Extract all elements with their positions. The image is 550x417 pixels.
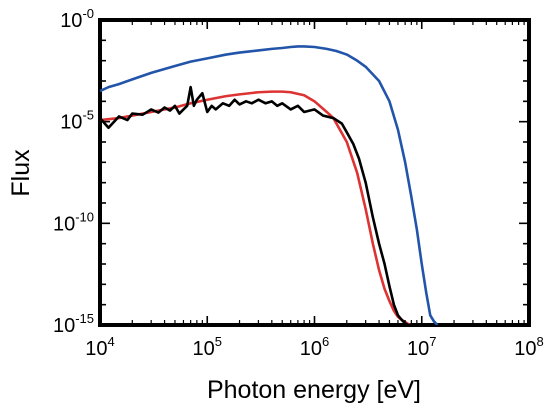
y-axis-label: Flux xyxy=(7,149,35,197)
y-tick-exp: -10 xyxy=(75,209,94,224)
x-tick-label: 104 xyxy=(85,334,114,360)
y-tick-label: 10-10 xyxy=(53,209,94,235)
y-tick-label: 10-15 xyxy=(53,311,94,337)
x-tick-exp: 8 xyxy=(537,334,544,349)
y-tick-exp: -0 xyxy=(82,6,94,21)
x-tick-base: 10 xyxy=(85,338,107,360)
plot-frame xyxy=(98,18,531,327)
x-tick-exp: 7 xyxy=(429,334,436,349)
series-line-0 xyxy=(100,45,439,325)
x-tick-exp: 4 xyxy=(108,334,115,349)
series-line-2 xyxy=(100,85,412,325)
x-axis-label: Photon energy [eV] xyxy=(207,376,421,404)
y-tick-base: 10 xyxy=(60,112,82,134)
x-tick-exp: 5 xyxy=(215,334,222,349)
x-tick-label: 107 xyxy=(407,334,436,360)
y-tick-exp: -5 xyxy=(82,108,94,123)
y-tick-base: 10 xyxy=(53,213,75,235)
x-tick-label: 105 xyxy=(193,334,222,360)
x-tick-exp: 6 xyxy=(322,334,329,349)
y-tick-label: 10-0 xyxy=(60,6,94,32)
y-tick-exp: -15 xyxy=(75,311,94,326)
x-tick-base: 10 xyxy=(300,338,322,360)
y-tick-base: 10 xyxy=(53,315,75,337)
y-tick-base: 10 xyxy=(60,10,82,32)
x-tick-base: 10 xyxy=(407,338,429,360)
x-tick-base: 10 xyxy=(514,338,536,360)
y-tick-label: 10-5 xyxy=(60,108,94,134)
x-tick-label: 106 xyxy=(300,334,329,360)
x-tick-label: 108 xyxy=(514,334,543,360)
x-tick-base: 10 xyxy=(193,338,215,360)
